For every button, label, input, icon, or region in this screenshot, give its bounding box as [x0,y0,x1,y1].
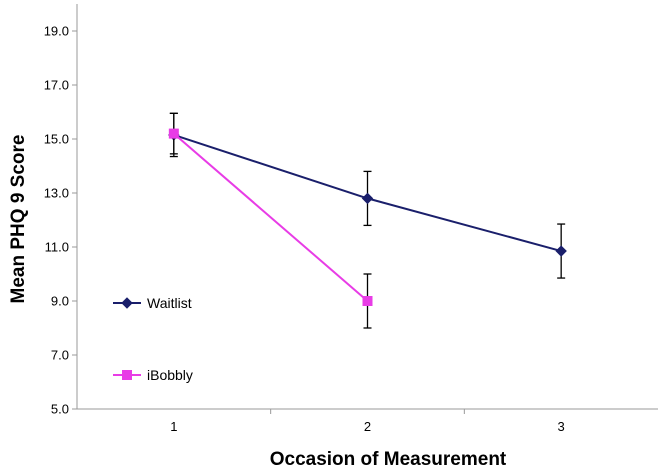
y-tick-label: 7.0 [51,348,69,363]
y-tick-label: 19.0 [44,24,69,39]
x-axis-ticks: 1 2 3 [170,409,565,434]
y-axis-ticks: 5.0 7.0 9.0 11.0 13.0 15.0 17.0 19.0 [44,24,77,417]
y-tick-label: 5.0 [51,402,69,417]
legend-marker-waitlist [121,297,133,309]
data-point-waitlist [555,245,567,257]
y-tick-label: 13.0 [44,186,69,201]
y-tick-label: 17.0 [44,78,69,93]
series-layer [168,112,567,329]
series-ibobbly [168,112,373,329]
legend-item-waitlist: Waitlist [113,295,192,311]
legend-item-ibobbly: iBobbly [113,367,193,383]
x-axis-title: Occasion of Measurement [270,449,507,468]
y-tick-label: 15.0 [44,132,69,147]
y-tick-label: 11.0 [45,240,69,255]
series-waitlist [168,112,567,279]
data-point-ibobbly [362,296,373,306]
x-tick-label: 1 [170,419,177,434]
legend-label-ibobbly: iBobbly [147,367,193,383]
y-tick-label: 9.0 [51,294,69,309]
legend-marker-ibobbly [122,370,132,380]
data-point-waitlist [361,192,374,205]
x-tick-label: 2 [364,419,371,434]
x-tick-label: 3 [558,419,565,434]
series-line-ibobbly [173,132,369,302]
data-point-ibobbly [168,128,179,139]
legend-label-waitlist: Waitlist [147,295,192,311]
y-axis-title: Mean PHQ 9 Score [8,135,29,304]
legend: Waitlist iBobbly [113,295,193,383]
